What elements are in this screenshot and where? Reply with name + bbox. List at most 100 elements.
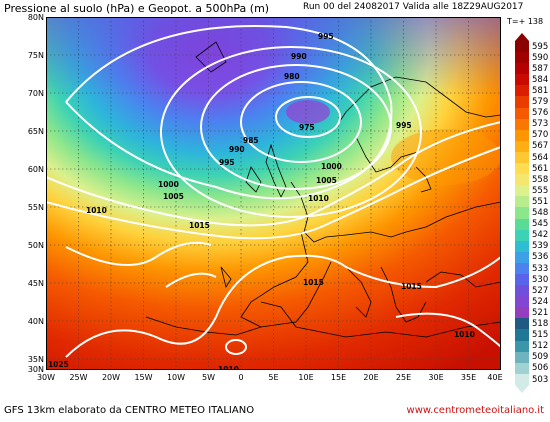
lat-tick-label: 75N: [27, 51, 44, 60]
lon-tick-label: 0: [238, 373, 244, 382]
legend-swatch: [515, 251, 529, 263]
isobar-label: 995: [219, 158, 235, 167]
legend-swatch: [515, 96, 529, 108]
lon-tick-label: 20E: [363, 373, 379, 382]
lon-tick-label: 25E: [395, 373, 412, 382]
legend-swatch: [515, 107, 529, 119]
isobar-label: 995: [318, 32, 334, 41]
legend-bottom-arrow: [515, 385, 529, 394]
isobar-label: 985: [243, 136, 259, 145]
lat-tick-label: 60N: [27, 165, 44, 174]
legend-bar: [515, 41, 529, 385]
legend-swatch: [515, 218, 529, 230]
legend-value: 509: [532, 352, 549, 363]
legend-swatch: [515, 273, 529, 286]
lon-tick-label: 35E: [460, 373, 477, 382]
graticule: [46, 17, 501, 370]
legend-value: 539: [532, 241, 549, 252]
isobar-label: 980: [284, 72, 300, 81]
legend-swatch: [515, 307, 529, 319]
legend-value: 587: [532, 63, 549, 74]
legend-swatch: [515, 296, 529, 308]
legend-value: 558: [532, 174, 549, 185]
map-border: [46, 17, 501, 370]
legend-value: 521: [532, 307, 549, 318]
legend-value: 530: [532, 274, 549, 285]
weather-map: 995 990 980 975 985 990 995 1000 1005 10…: [46, 17, 501, 370]
legend-swatch: [515, 118, 529, 130]
isobar-label: 1000: [321, 162, 342, 171]
east-cool-pocket: [391, 129, 501, 185]
legend-swatch: [515, 151, 529, 164]
legend-swatch: [515, 240, 529, 252]
isobar-label: 1010: [454, 330, 475, 339]
legend-value: 506: [532, 363, 549, 374]
lon-tick-label: 30E: [428, 373, 444, 382]
legend-value: 545: [532, 219, 549, 230]
legend-swatch: [515, 373, 529, 385]
legend-value: 518: [532, 319, 549, 329]
legend-value: 555: [532, 185, 549, 196]
lon-tick-label: 10E: [298, 373, 314, 382]
legend-top-arrow: [515, 33, 529, 41]
legend-value: 564: [532, 152, 549, 163]
legend-value: 576: [532, 108, 549, 119]
legend-swatch: [515, 74, 529, 86]
lon-tick-label: 30W: [36, 373, 56, 382]
legend-value: 551: [532, 196, 549, 207]
isobar-label: 995: [396, 121, 412, 130]
legend-swatch: [515, 329, 529, 341]
isobar-label: 1010: [86, 206, 107, 215]
legend-value: 524: [532, 296, 549, 307]
isobar-label: 1005: [316, 176, 337, 185]
legend-value: 573: [532, 119, 549, 130]
legend-swatch: [515, 196, 529, 208]
legend-swatch: [515, 41, 529, 53]
isobar-labels: 995 990 980 975 985 990 995 1000 1005 10…: [48, 32, 475, 370]
isobar-label: 1015: [303, 278, 324, 287]
legend-value: 570: [532, 130, 549, 141]
legend-swatch: [515, 362, 529, 374]
legend-value: 581: [532, 85, 549, 96]
legend-swatch: [515, 140, 529, 152]
isobars: [46, 24, 501, 358]
lat-tick-label: 50N: [27, 241, 44, 250]
legend-swatch: [515, 85, 529, 97]
legend-value: 584: [532, 74, 549, 85]
lat-tick-label: 55N: [27, 203, 44, 212]
lon-tick-label: 5W: [202, 373, 215, 382]
lat-tick-label: 40N: [27, 317, 44, 326]
lon-tick-label: 40E: [487, 373, 503, 382]
legend-value: 536: [532, 252, 549, 263]
legend-value: 590: [532, 52, 549, 63]
legend-value: 561: [532, 163, 549, 174]
isobar-label: 1005: [163, 192, 184, 201]
legend-value: 542: [532, 230, 549, 241]
legend-value: 548: [532, 208, 549, 218]
lon-tick-label: 15W: [134, 373, 153, 382]
legend-swatch: [515, 229, 529, 241]
legend-swatch: [515, 340, 529, 352]
lon-tick-label: 15E: [330, 373, 347, 382]
legend-swatch: [515, 318, 529, 330]
lat-tick-label: 65N: [27, 127, 44, 136]
lat-tick-label: 30N: [27, 365, 44, 374]
lon-tick-label: 10W: [166, 373, 186, 382]
legend-swatch: [515, 163, 529, 175]
footer-website-link[interactable]: www.centrometeoitaliano.it: [406, 405, 544, 416]
isobar-label: 1000: [158, 180, 179, 189]
legend-value: 533: [532, 263, 549, 274]
footer-credit: GFS 13km elaborato da CENTRO METEO ITALI…: [4, 405, 255, 416]
lat-tick-label: 80N: [27, 13, 44, 22]
isobar-label: 975: [299, 123, 315, 132]
legend-swatch: [515, 63, 529, 75]
legend-value: 579: [532, 97, 549, 107]
lon-tick-label: 5E: [268, 373, 279, 382]
legend-value: 503: [532, 374, 549, 385]
map-title: Pressione al suolo (hPa) e Geopot. a 500…: [4, 2, 270, 15]
legend-swatch: [515, 52, 529, 64]
timestep-label: T=+ 138: [507, 17, 544, 26]
isobar-label: 1010: [218, 365, 239, 370]
legend-value: 567: [532, 141, 549, 152]
legend-swatch: [515, 207, 529, 219]
